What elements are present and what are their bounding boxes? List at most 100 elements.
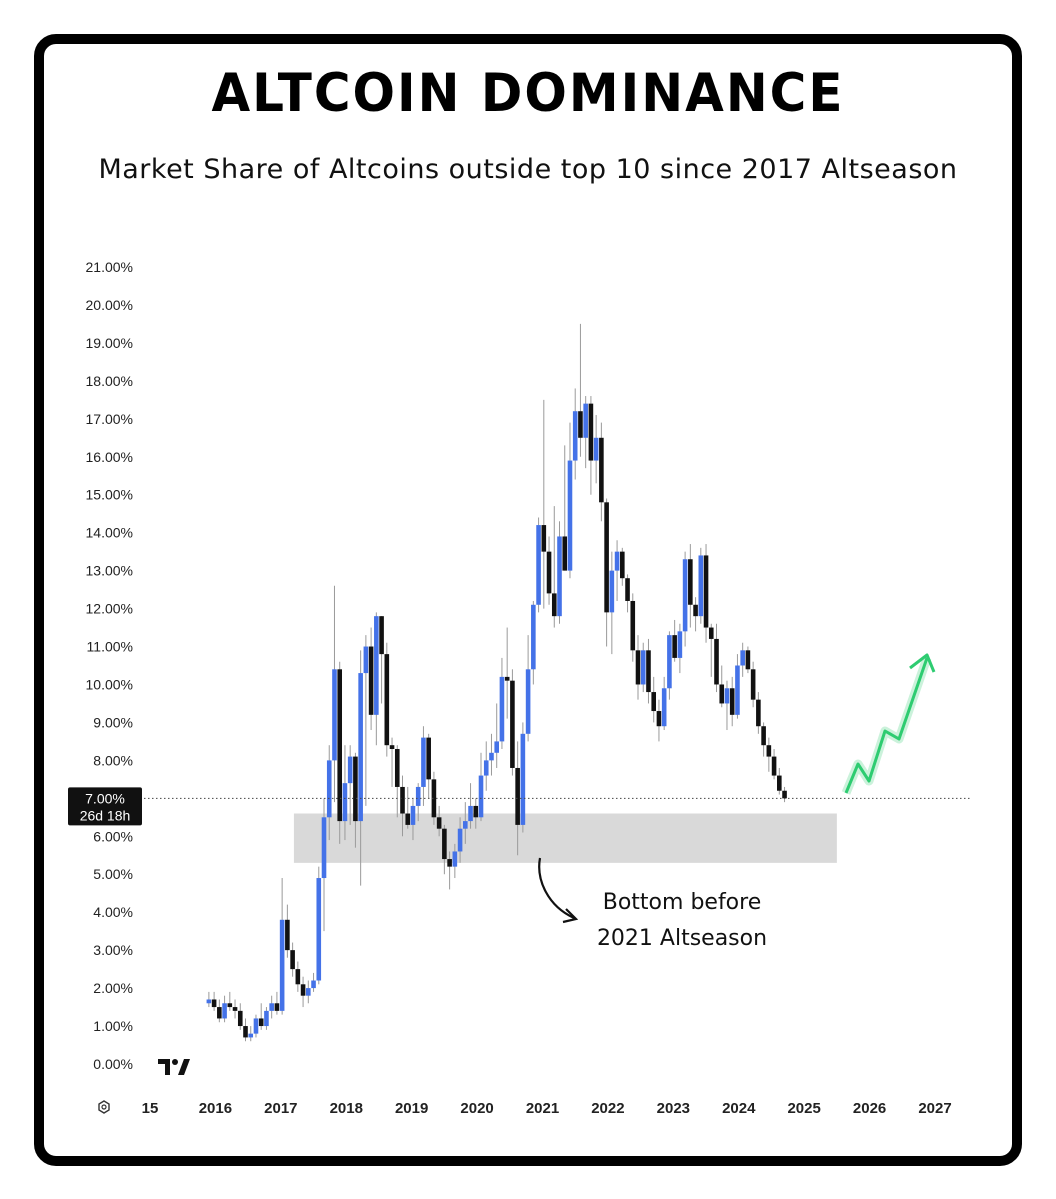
- chart-title: ALTCOIN DOMINANCE: [211, 62, 845, 124]
- candle-body: [232, 1007, 238, 1011]
- candle: [316, 866, 322, 985]
- candle: [483, 741, 489, 791]
- candle: [332, 585, 337, 803]
- candle-body: [551, 593, 557, 617]
- candle-body: [379, 616, 384, 655]
- candle: [567, 422, 573, 579]
- x-tick-label: 2016: [199, 1100, 232, 1117]
- support-zone: [293, 813, 837, 863]
- settings-icon[interactable]: [98, 1100, 110, 1114]
- candle: [688, 544, 693, 628]
- candle-body: [211, 999, 217, 1008]
- candle-body: [708, 627, 714, 639]
- candle-body: [457, 828, 463, 852]
- candle: [667, 631, 672, 700]
- candle-body: [295, 969, 301, 985]
- candle: [405, 786, 411, 829]
- candle-body: [515, 767, 520, 825]
- candle: [578, 323, 583, 457]
- candle: [489, 733, 494, 776]
- candle: [745, 646, 751, 674]
- candle-body: [374, 616, 379, 715]
- tradingview-logo: [158, 1059, 190, 1075]
- candle-body: [279, 919, 285, 1011]
- candle-body: [442, 828, 447, 860]
- candle: [457, 817, 463, 863]
- y-tick-label: 21.00%: [86, 259, 133, 275]
- candle: [269, 995, 274, 1019]
- candle: [510, 669, 515, 776]
- candle-body: [421, 737, 426, 787]
- candle-body: [222, 1003, 227, 1019]
- candle-body: [646, 650, 651, 693]
- candle-body: [745, 650, 751, 670]
- annotation-line2: 2021 Altseason: [597, 926, 767, 951]
- candle: [635, 635, 641, 700]
- candle: [415, 783, 421, 822]
- chart-subtitle: Market Share of Altcoins outside top 10 …: [98, 154, 958, 185]
- candle: [640, 642, 646, 693]
- candle-body: [599, 437, 604, 503]
- candle-body: [724, 688, 730, 704]
- candle-body: [394, 748, 400, 787]
- candle-body: [609, 570, 615, 613]
- candle: [614, 540, 620, 601]
- candle-body: [771, 756, 777, 776]
- candle: [274, 991, 280, 1015]
- candle: [531, 600, 536, 685]
- candle: [473, 798, 479, 829]
- candle: [525, 635, 531, 742]
- x-tick-label: 2027: [918, 1100, 951, 1117]
- candle: [363, 635, 369, 806]
- candle: [515, 741, 520, 856]
- y-tick-label: 14.00%: [86, 525, 133, 541]
- candle-body: [342, 783, 348, 822]
- candle: [630, 593, 636, 662]
- candle: [661, 676, 667, 731]
- x-tick-label: 2018: [330, 1100, 363, 1117]
- candle: [211, 991, 217, 1011]
- candle: [677, 623, 683, 674]
- candle: [756, 692, 761, 734]
- candle: [306, 980, 311, 1004]
- candle-body: [640, 650, 646, 685]
- x-tick-label: 2026: [853, 1100, 886, 1117]
- candle: [248, 1026, 254, 1042]
- candle-body: [290, 950, 295, 970]
- candle: [546, 536, 552, 605]
- candle-body: [541, 525, 547, 552]
- candle: [295, 961, 301, 992]
- candle: [452, 843, 458, 879]
- candle-body: [656, 711, 662, 727]
- x-axis: 15 2016 2017 2018 2019 2020 2021 2022 2023 2024 20…: [142, 1100, 952, 1117]
- candle-body: [510, 680, 515, 768]
- candle: [588, 396, 594, 495]
- x-tick-label: 2024: [722, 1100, 756, 1117]
- candle-body: [285, 919, 290, 951]
- candle-body: [635, 650, 641, 685]
- candle-body: [368, 646, 374, 715]
- candle: [719, 665, 725, 708]
- y-tick-label: 16.00%: [86, 449, 133, 465]
- candle: [750, 661, 756, 708]
- candle-body: [625, 578, 630, 601]
- candle: [394, 745, 400, 818]
- candle-body: [358, 673, 363, 822]
- candle-body: [473, 805, 479, 818]
- candle: [447, 851, 452, 890]
- candle: [389, 737, 395, 787]
- candle-body: [567, 460, 573, 571]
- x-tick-label: 2025: [787, 1100, 820, 1117]
- candle-body: [243, 1026, 248, 1038]
- candle-body: [337, 669, 343, 822]
- candle-body: [651, 692, 657, 712]
- candle: [264, 1007, 269, 1030]
- y-tick-label: 4.00%: [93, 904, 133, 920]
- y-tick-label: 6.00%: [93, 828, 133, 844]
- candle: [583, 396, 588, 469]
- y-tick-label: 19.00%: [86, 335, 133, 351]
- candle: [300, 976, 306, 1008]
- candle-body: [578, 411, 583, 438]
- candle-body: [206, 999, 212, 1004]
